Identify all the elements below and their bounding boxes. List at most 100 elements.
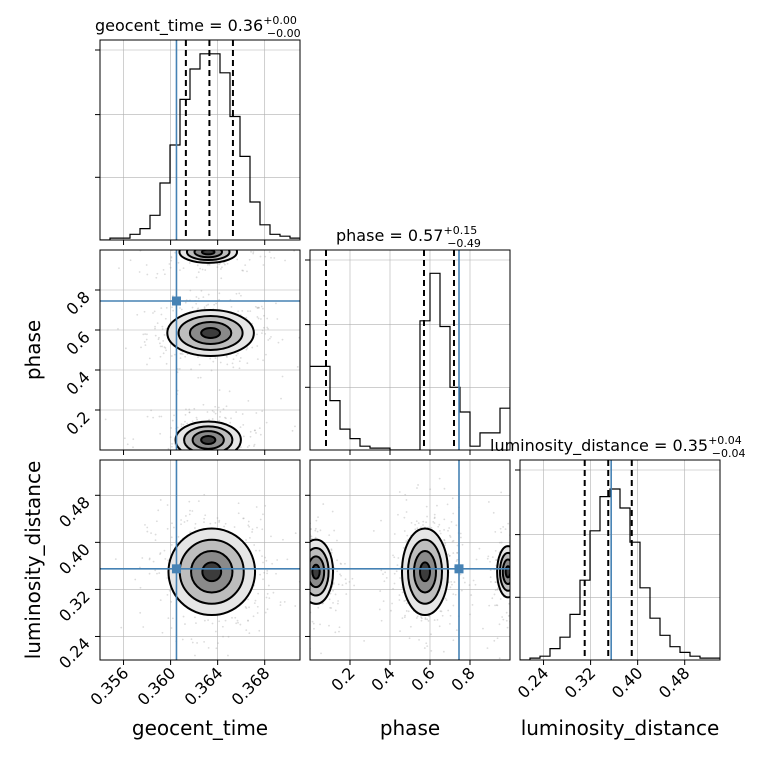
sample-point bbox=[208, 451, 210, 453]
sample-point bbox=[175, 454, 177, 456]
sample-point bbox=[487, 555, 490, 558]
sample-point bbox=[244, 606, 247, 608]
axis-frame bbox=[309, 459, 511, 661]
sample-point bbox=[240, 245, 242, 247]
sample-point bbox=[254, 305, 257, 308]
sample-point bbox=[401, 617, 404, 620]
sample-point bbox=[120, 626, 123, 629]
sample-point bbox=[161, 631, 164, 634]
sample-point bbox=[150, 532, 152, 534]
sample-point bbox=[177, 261, 180, 264]
sample-point bbox=[156, 466, 158, 468]
sample-point bbox=[500, 531, 503, 534]
sample-point bbox=[286, 620, 288, 622]
sample-point bbox=[259, 518, 262, 521]
sample-point bbox=[303, 524, 305, 526]
sample-point bbox=[160, 313, 163, 316]
sample-point bbox=[158, 342, 161, 345]
sample-point bbox=[163, 549, 166, 552]
sample-point bbox=[222, 408, 225, 410]
sample-point bbox=[258, 629, 261, 632]
sample-point bbox=[208, 452, 210, 454]
sample-point bbox=[214, 521, 217, 524]
sample-point bbox=[334, 593, 337, 596]
sample-point bbox=[258, 504, 260, 506]
sample-point bbox=[224, 263, 226, 266]
sample-point bbox=[215, 473, 217, 475]
sample-point bbox=[275, 572, 277, 575]
sample-point bbox=[439, 532, 442, 535]
sample-point bbox=[193, 235, 195, 237]
sample-point bbox=[262, 561, 264, 564]
sample-point bbox=[334, 609, 337, 612]
sample-point bbox=[146, 415, 149, 418]
sample-point bbox=[238, 360, 241, 363]
sample-point bbox=[159, 432, 162, 435]
sample-point bbox=[514, 613, 516, 615]
sample-point bbox=[424, 618, 427, 621]
sample-point bbox=[209, 463, 211, 465]
sample-point bbox=[256, 316, 259, 318]
sample-point bbox=[170, 627, 173, 629]
sample-point bbox=[142, 626, 145, 628]
sample-point bbox=[426, 618, 429, 621]
sample-point bbox=[447, 529, 449, 532]
sample-point bbox=[281, 338, 284, 341]
sample-point bbox=[247, 619, 249, 622]
sample-point bbox=[268, 251, 271, 253]
sample-point bbox=[439, 610, 442, 613]
sample-point bbox=[363, 640, 366, 642]
sample-point bbox=[253, 429, 256, 432]
sample-point bbox=[382, 600, 385, 603]
sample-point bbox=[236, 258, 239, 261]
sample-point bbox=[487, 501, 490, 503]
sample-point bbox=[436, 618, 439, 621]
sample-point bbox=[296, 613, 298, 615]
sample-point bbox=[529, 604, 531, 606]
sample-point bbox=[167, 447, 170, 450]
sample-point bbox=[265, 353, 267, 356]
sample-point bbox=[263, 455, 265, 457]
sample-point bbox=[255, 412, 258, 414]
sample-point bbox=[244, 264, 247, 266]
sample-point bbox=[469, 613, 471, 616]
sample-point bbox=[430, 633, 432, 636]
panel-2d-luminosity-distance-vs-geocent-time: 0.356 0.360 0.364 0.368 0.24 0.32 0.40 0.48 bbox=[55, 459, 301, 709]
sample-point bbox=[426, 645, 429, 648]
sample-point bbox=[285, 552, 287, 554]
sample-point bbox=[252, 252, 255, 255]
sample-point bbox=[152, 312, 154, 314]
contour-line bbox=[200, 327, 222, 339]
sample-point bbox=[424, 617, 427, 619]
truth-marker bbox=[454, 564, 464, 574]
sample-point bbox=[433, 619, 436, 621]
sample-point bbox=[176, 368, 179, 370]
sample-point bbox=[482, 627, 484, 630]
contour-line bbox=[310, 547, 330, 597]
sample-point bbox=[228, 390, 231, 393]
sample-point bbox=[501, 616, 504, 618]
sample-point bbox=[306, 566, 308, 568]
sample-point bbox=[515, 572, 517, 574]
sample-point bbox=[173, 353, 176, 356]
contour-line bbox=[310, 538, 335, 605]
x-tick-label: 0.48 bbox=[655, 663, 694, 702]
sample-point bbox=[395, 570, 398, 573]
sample-point bbox=[306, 572, 308, 574]
sample-point bbox=[336, 570, 339, 573]
sample-point bbox=[236, 619, 239, 622]
sample-point bbox=[294, 532, 297, 535]
sample-point bbox=[238, 367, 241, 370]
sample-point bbox=[303, 567, 305, 569]
sample-point bbox=[405, 511, 408, 513]
sample-point bbox=[160, 415, 163, 418]
panel-hist-geocent-time bbox=[95, 39, 301, 245]
sample-point bbox=[213, 303, 216, 306]
sample-point bbox=[288, 603, 290, 605]
sample-point bbox=[382, 573, 384, 575]
sample-point bbox=[148, 557, 151, 560]
sample-point bbox=[249, 310, 252, 313]
sample-point bbox=[242, 423, 245, 426]
sample-point bbox=[448, 554, 451, 557]
